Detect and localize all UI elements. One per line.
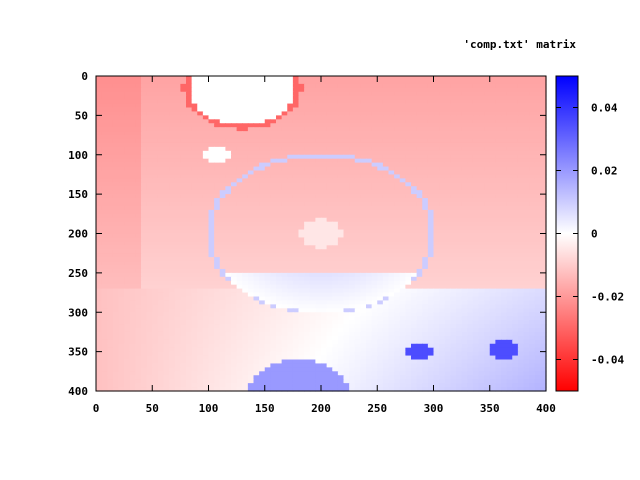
- colorbar-tick-label: -0.02: [591, 291, 624, 304]
- y-tick-label: 0: [81, 70, 88, 83]
- colorbar-tick-label: 0.04: [591, 102, 618, 115]
- x-tick-label: 50: [146, 402, 159, 415]
- x-tick-label: 350: [480, 402, 500, 415]
- y-tick-label: 300: [68, 306, 88, 319]
- x-tick-label: 100: [199, 402, 219, 415]
- x-tick-label: 400: [536, 402, 556, 415]
- y-tick-label: 50: [75, 109, 88, 122]
- x-tick-label: 150: [255, 402, 275, 415]
- x-tick-label: 250: [367, 402, 387, 415]
- colorbar-tick-label: 0: [591, 228, 598, 241]
- x-tick-label: 200: [311, 402, 331, 415]
- y-tick-label: 200: [68, 228, 88, 241]
- colorbar: 0.04 0.02 0 -0.02 -0.04: [555, 75, 624, 392]
- heatmap-layer: [96, 76, 547, 392]
- x-tick-label: 300: [424, 402, 444, 415]
- y-tick-label: 150: [68, 188, 88, 201]
- y-tick-label: 350: [68, 346, 88, 359]
- x-tick-label: 0: [93, 402, 100, 415]
- y-axis: 0 50 100 150 200 250 300 350 400: [68, 70, 546, 398]
- colorbar-tick-label: 0.02: [591, 165, 618, 178]
- y-tick-label: 400: [68, 385, 88, 398]
- y-tick-label: 250: [68, 267, 88, 280]
- chart-title: 'comp.txt' matrix: [463, 38, 576, 51]
- colorbar-tick-label: -0.04: [591, 354, 624, 367]
- y-tick-label: 100: [68, 149, 88, 162]
- x-axis: 0 50 100 150 200 250 300 350 400: [93, 76, 556, 415]
